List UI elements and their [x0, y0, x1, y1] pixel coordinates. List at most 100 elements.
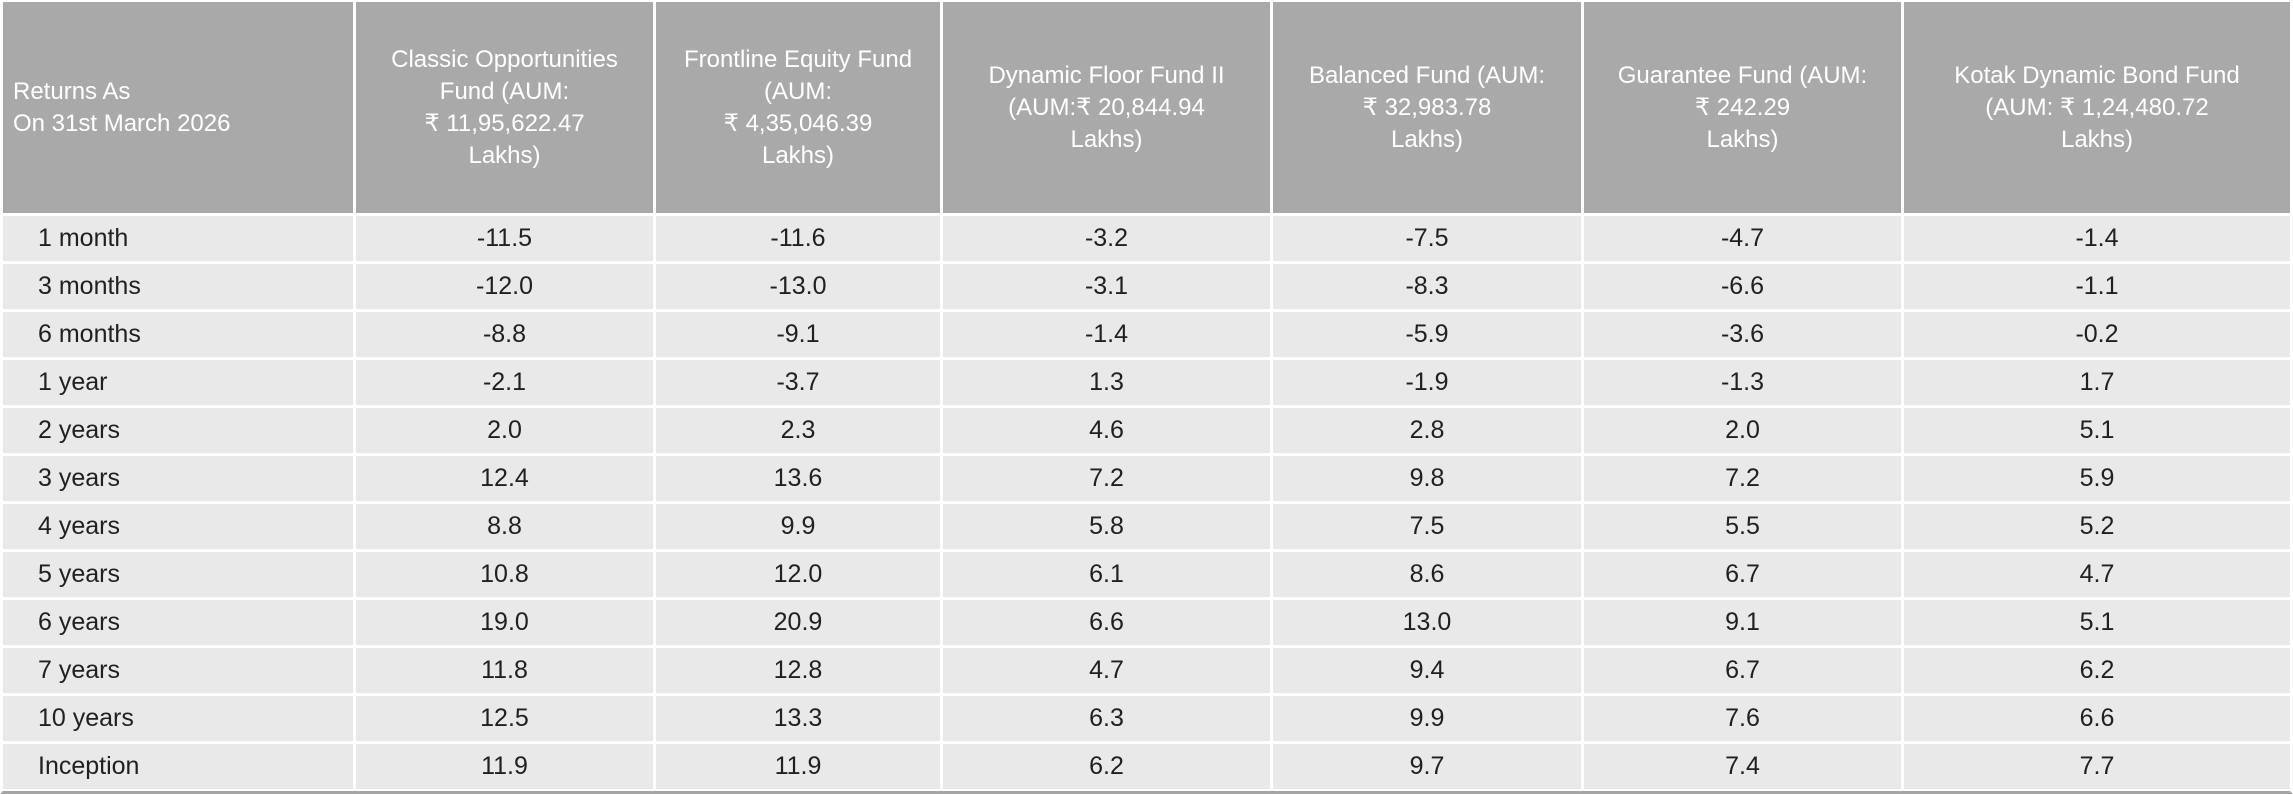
column-header-guarantee-fund: Guarantee Fund (AUM: ₹ 242.29 Lakhs) — [1581, 2, 1901, 213]
return-value-cell: 4.7 — [1901, 552, 2290, 597]
return-value-cell: -9.1 — [653, 312, 940, 357]
return-value-cell: 1.3 — [940, 360, 1270, 405]
return-value-cell: -2.1 — [353, 360, 653, 405]
return-value-cell: -11.5 — [353, 216, 653, 261]
return-value-cell: 7.5 — [1270, 504, 1581, 549]
return-value-cell: -3.2 — [940, 216, 1270, 261]
row-period-label: 6 months — [38, 320, 141, 348]
return-value-cell: 6.2 — [940, 744, 1270, 789]
return-value-cell: -1.4 — [940, 312, 1270, 357]
row-period-label: 5 years — [38, 560, 120, 588]
row-period-label: 10 years — [38, 704, 134, 732]
return-value-cell: 6.6 — [1901, 696, 2290, 741]
column-header-kotak-dynamic-bond-fund: Kotak Dynamic Bond Fund (AUM: ₹ 1,24,480… — [1901, 2, 2290, 213]
return-value-cell: -4.7 — [1581, 216, 1901, 261]
return-value-cell: 9.4 — [1270, 648, 1581, 693]
return-value-cell: 4.7 — [940, 648, 1270, 693]
return-value-cell: -1.4 — [1901, 216, 2290, 261]
return-value-cell: 6.1 — [940, 552, 1270, 597]
return-value-cell: 7.2 — [940, 456, 1270, 501]
column-header-balanced-fund: Balanced Fund (AUM: ₹ 32,983.78 Lakhs) — [1270, 2, 1581, 213]
return-value-cell: 2.0 — [353, 408, 653, 453]
return-value-cell: 5.1 — [1901, 600, 2290, 645]
return-value-cell: 6.7 — [1581, 648, 1901, 693]
return-value-cell: -6.6 — [1581, 264, 1901, 309]
row-period-label: 2 years — [38, 416, 120, 444]
return-value-cell: 6.3 — [940, 696, 1270, 741]
table-row: 1 year -2.1 -3.7 1.3 -1.9 -1.3 1.7 — [3, 357, 2290, 405]
return-value-cell: 6.2 — [1901, 648, 2290, 693]
return-value-cell: 13.6 — [653, 456, 940, 501]
return-value-cell: -13.0 — [653, 264, 940, 309]
return-value-cell: 11.8 — [353, 648, 653, 693]
row-period-label: 1 month — [38, 224, 129, 252]
return-value-cell: 11.9 — [353, 744, 653, 789]
return-value-cell: 8.6 — [1270, 552, 1581, 597]
return-value-cell: 1.7 — [1901, 360, 2290, 405]
return-value-cell: 5.2 — [1901, 504, 2290, 549]
return-value-cell: 12.0 — [653, 552, 940, 597]
return-value-cell: 12.5 — [353, 696, 653, 741]
return-value-cell: 7.6 — [1581, 696, 1901, 741]
table-row: 6 years 19.0 20.9 6.6 13.0 9.1 5.1 — [3, 597, 2290, 645]
return-value-cell: 2.3 — [653, 408, 940, 453]
return-value-cell: 12.4 — [353, 456, 653, 501]
column-header-classic-opportunities-fund: Classic Opportunities Fund (AUM: ₹ 11,95… — [353, 2, 653, 213]
return-value-cell: 5.1 — [1901, 408, 2290, 453]
return-value-cell: 7.4 — [1581, 744, 1901, 789]
table-row: 6 months -8.8 -9.1 -1.4 -5.9 -3.6 -0.2 — [3, 309, 2290, 357]
return-value-cell: 4.6 — [940, 408, 1270, 453]
return-value-cell: -12.0 — [353, 264, 653, 309]
return-value-cell: 5.8 — [940, 504, 1270, 549]
table-row: 4 years 8.8 9.9 5.8 7.5 5.5 5.2 — [3, 501, 2290, 549]
return-value-cell: 13.3 — [653, 696, 940, 741]
return-value-cell: 6.6 — [940, 600, 1270, 645]
return-value-cell: -7.5 — [1270, 216, 1581, 261]
return-value-cell: -5.9 — [1270, 312, 1581, 357]
row-period-label: 3 years — [38, 464, 120, 492]
return-value-cell: -0.2 — [1901, 312, 2290, 357]
row-period-label: 4 years — [38, 512, 120, 540]
return-value-cell: 12.8 — [653, 648, 940, 693]
table-row: 1 month -11.5 -11.6 -3.2 -7.5 -4.7 -1.4 — [3, 213, 2290, 261]
table-row: 5 years 10.8 12.0 6.1 8.6 6.7 4.7 — [3, 549, 2290, 597]
table-header-row: Returns As On 31st March 2026 Classic Op… — [3, 2, 2290, 213]
return-value-cell: -3.6 — [1581, 312, 1901, 357]
return-value-cell: 10.8 — [353, 552, 653, 597]
row-period-label: 3 months — [38, 272, 141, 300]
table-row: 3 months -12.0 -13.0 -3.1 -8.3 -6.6 -1.1 — [3, 261, 2290, 309]
return-value-cell: 2.0 — [1581, 408, 1901, 453]
return-value-cell: 7.7 — [1901, 744, 2290, 789]
table-row: 3 years 12.4 13.6 7.2 9.8 7.2 5.9 — [3, 453, 2290, 501]
table-row: Inception 11.9 11.9 6.2 9.7 7.4 7.7 — [3, 741, 2290, 791]
row-period-label: 6 years — [38, 608, 120, 636]
return-value-cell: 9.9 — [1270, 696, 1581, 741]
return-value-cell: 2.8 — [1270, 408, 1581, 453]
return-value-cell: 11.9 — [653, 744, 940, 789]
table-row: 7 years 11.8 12.8 4.7 9.4 6.7 6.2 — [3, 645, 2290, 693]
return-value-cell: -8.3 — [1270, 264, 1581, 309]
table-body: 1 month -11.5 -11.6 -3.2 -7.5 -4.7 -1.4 3 month… — [3, 213, 2290, 791]
return-value-cell: 9.7 — [1270, 744, 1581, 789]
return-value-cell: -1.1 — [1901, 264, 2290, 309]
return-value-cell: -11.6 — [653, 216, 940, 261]
return-value-cell: -3.1 — [940, 264, 1270, 309]
return-value-cell: 8.8 — [353, 504, 653, 549]
column-header-frontline-equity-fund: Frontline Equity Fund (AUM: ₹ 4,35,046.3… — [653, 2, 940, 213]
table-row: 2 years 2.0 2.3 4.6 2.8 2.0 5.1 — [3, 405, 2290, 453]
row-period-label: Inception — [38, 752, 140, 780]
return-value-cell: 13.0 — [1270, 600, 1581, 645]
return-value-cell: -1.9 — [1270, 360, 1581, 405]
column-header-dynamic-floor-fund-ii: Dynamic Floor Fund II (AUM:₹ 20,844.94 L… — [940, 2, 1270, 213]
return-value-cell: -3.7 — [653, 360, 940, 405]
return-value-cell: 6.7 — [1581, 552, 1901, 597]
row-period-label: 1 year — [38, 368, 108, 396]
row-period-label: 7 years — [38, 656, 120, 684]
returns-as-on-header: Returns As On 31st March 2026 — [13, 77, 231, 137]
return-value-cell: 19.0 — [353, 600, 653, 645]
return-value-cell: 5.5 — [1581, 504, 1901, 549]
table-row: 10 years 12.5 13.3 6.3 9.9 7.6 6.6 — [3, 693, 2290, 741]
return-value-cell: 5.9 — [1901, 456, 2290, 501]
return-value-cell: 7.2 — [1581, 456, 1901, 501]
